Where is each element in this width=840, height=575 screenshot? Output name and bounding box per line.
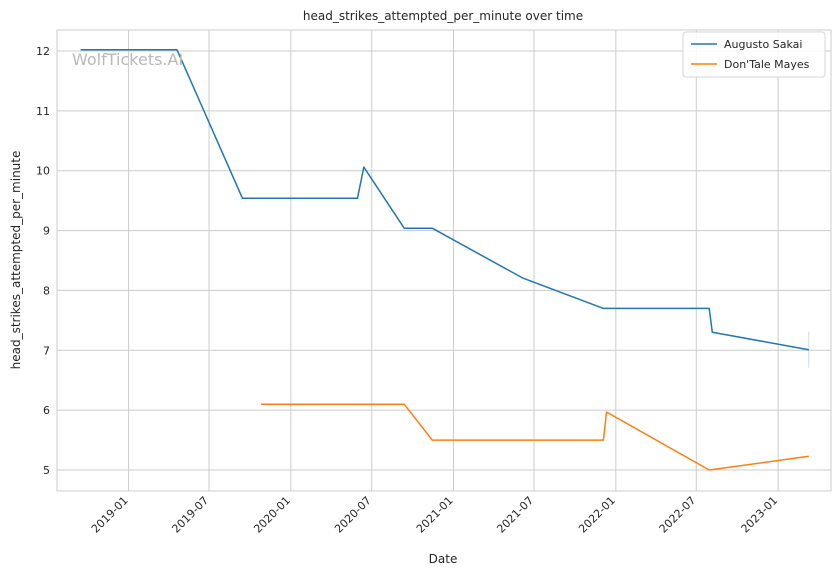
data-point-augusto-sakai [363,166,365,168]
data-point-augusto-sakai [242,197,244,199]
x-axis-title: Date [429,552,458,566]
plot-frame [56,29,832,492]
data-point-augusto-sakai [522,277,524,279]
y-tick-label: 8 [43,284,50,297]
data-point-don-tale-mayes [403,403,405,405]
y-tick-label: 11 [36,105,50,118]
data-point-augusto-sakai [708,308,710,310]
y-axis-title: head_strikes_attempted_per_minute [9,151,23,370]
y-tick-label: 12 [36,45,50,58]
x-tick-label: 2021-07 [494,494,536,536]
y-tick-label: 10 [36,165,50,178]
grid-layer [57,30,831,491]
y-tick-label: 9 [43,225,50,238]
y-tick-label: 5 [43,464,50,477]
x-tick-label: 2023-01 [739,494,781,536]
x-tick-label: 2020-07 [332,494,374,536]
data-point-don-tale-mayes [606,411,608,413]
x-tick-label: 2019-07 [169,494,211,536]
data-point-augusto-sakai [712,332,714,334]
data-point-don-tale-mayes [808,456,810,458]
series-line-augusto-sakai [80,49,809,351]
data-point-don-tale-mayes [708,469,710,471]
data-point-don-tale-mayes [603,439,605,441]
y-tick-label: 7 [43,344,50,357]
chart-title: head_strikes_attempted_per_minute over t… [303,9,583,23]
legend-label-dontale-mayes: Don'Tale Mayes [724,58,810,71]
y-tick-label: 6 [43,404,50,417]
legend-frame [682,31,826,78]
x-tick-label: 2021-01 [414,494,456,536]
data-point-augusto-sakai [431,227,433,229]
axes-layer: 5 6 7 8 9 10 11 12 2019-01 2019-07 2020-01 2020-07 2… [36,29,832,536]
x-tick-label: 2022-01 [576,494,618,536]
watermark-text: WolfTickets.AI [72,50,183,69]
x-tick-label: 2019-01 [89,494,131,536]
data-point-don-tale-mayes [260,403,262,405]
data-point-don-tale-mayes [431,439,433,441]
legend-label-augusto-sakai: Augusto Sakai [724,38,802,51]
legend: Augusto Sakai Don'Tale Mayes [682,31,826,78]
series-layer [80,49,810,471]
data-point-augusto-sakai [603,308,605,310]
series-line-don-tale-mayes [261,403,809,471]
x-tick-label: 2022-07 [657,494,699,536]
x-tick-label: 2020-01 [251,494,293,536]
data-point-augusto-sakai [403,227,405,229]
data-point-augusto-sakai [357,197,359,199]
